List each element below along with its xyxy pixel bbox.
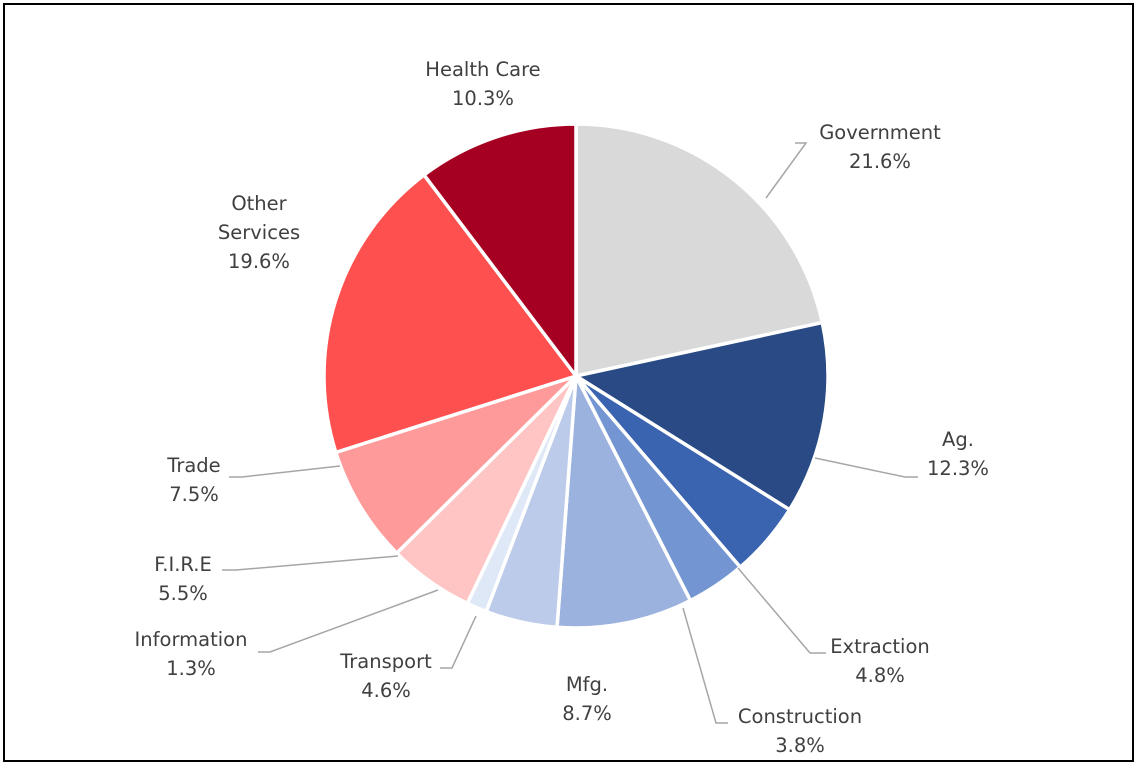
label-construction: Construction 3.8% — [738, 705, 862, 757]
leader-line-government — [765, 142, 808, 199]
percent-extraction: 4.8% — [855, 664, 905, 687]
slice-labels: Government 21.6% Ag. 12.3% Extraction 4.8% Con… — [135, 58, 989, 757]
slice-other-services — [322, 173, 578, 455]
leader-line-trade — [229, 465, 341, 478]
label-mfg: Mfg. 8.7% — [562, 673, 612, 725]
name-other-services: Other — [231, 192, 287, 215]
percent-construction: 3.8% — [775, 734, 825, 757]
name-health-care: Health Care — [425, 58, 540, 81]
name-mfg: Mfg. — [566, 673, 608, 696]
name-other-services: Services — [218, 221, 300, 244]
name-construction: Construction — [738, 705, 862, 728]
percent-other-services: 19.6% — [228, 250, 290, 273]
slice-government — [574, 122, 825, 378]
name-ag: Ag. — [942, 428, 974, 451]
leader-line-transport — [440, 615, 477, 669]
slice-trade — [334, 374, 578, 555]
name-trade: Trade — [166, 454, 220, 477]
slice-mfg — [555, 374, 693, 630]
percent-f-i-r-e: 5.5% — [158, 582, 208, 605]
label-government: Government 21.6% — [819, 121, 941, 173]
percent-transport: 4.6% — [361, 679, 411, 702]
leader-line-information — [258, 589, 439, 653]
name-extraction: Extraction — [830, 635, 930, 658]
percent-trade: 7.5% — [169, 483, 219, 506]
leader-line-construction — [682, 607, 728, 724]
percent-mfg: 8.7% — [562, 702, 612, 725]
label-other-services: Other Services 19.6% — [218, 192, 300, 273]
leader-lines — [222, 142, 918, 724]
label-health-care: Health Care 10.3% — [425, 58, 540, 110]
percent-information: 1.3% — [166, 657, 216, 680]
label-information: Information 1.3% — [135, 628, 248, 680]
name-information: Information — [135, 628, 248, 651]
leader-line-extraction — [737, 567, 826, 654]
label-extraction: Extraction 4.8% — [830, 635, 930, 687]
percent-ag: 12.3% — [927, 457, 989, 480]
label-f-i-r-e: F.I.R.E 5.5% — [154, 553, 212, 605]
name-government: Government — [819, 121, 941, 144]
label-transport: Transport 4.6% — [339, 650, 432, 702]
pie-slices — [322, 122, 830, 630]
name-transport: Transport — [339, 650, 432, 673]
leader-line-f-i-r-e — [222, 555, 399, 571]
percent-health-care: 10.3% — [452, 87, 514, 110]
name-f-i-r-e: F.I.R.E — [154, 553, 212, 576]
slice-ag — [574, 320, 830, 512]
percent-government: 21.6% — [849, 150, 911, 173]
label-ag: Ag. 12.3% — [927, 428, 989, 480]
label-trade: Trade 7.5% — [166, 454, 220, 506]
slice-health-care — [422, 122, 578, 378]
leader-line-ag — [814, 457, 918, 478]
